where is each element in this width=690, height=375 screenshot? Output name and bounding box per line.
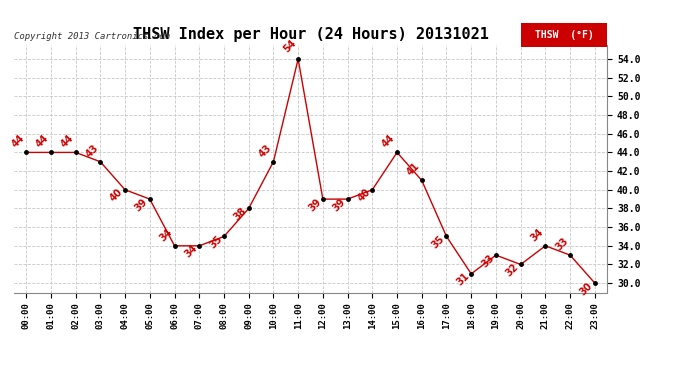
- Text: 43: 43: [257, 142, 273, 159]
- Text: 44: 44: [10, 133, 26, 150]
- Text: 39: 39: [133, 196, 150, 213]
- Text: 32: 32: [504, 262, 521, 278]
- Text: 40: 40: [355, 187, 373, 204]
- Text: 44: 44: [59, 133, 76, 150]
- Text: 34: 34: [529, 226, 545, 243]
- Text: 44: 44: [34, 133, 51, 150]
- Text: 30: 30: [578, 280, 595, 297]
- Text: Copyright 2013 Cartronics.com: Copyright 2013 Cartronics.com: [14, 32, 170, 41]
- Text: 38: 38: [232, 206, 248, 222]
- Text: 35: 35: [430, 234, 446, 250]
- Text: 43: 43: [83, 142, 100, 159]
- Text: 31: 31: [455, 271, 471, 288]
- Text: 34: 34: [158, 226, 175, 243]
- Text: 33: 33: [480, 252, 496, 269]
- Text: 44: 44: [380, 133, 397, 150]
- Text: 40: 40: [108, 187, 125, 204]
- Text: 41: 41: [405, 161, 422, 178]
- Text: 35: 35: [207, 234, 224, 250]
- Title: THSW Index per Hour (24 Hours) 20131021: THSW Index per Hour (24 Hours) 20131021: [132, 27, 489, 42]
- Text: 33: 33: [553, 236, 570, 252]
- Text: 34: 34: [183, 243, 199, 260]
- Text: 54: 54: [282, 38, 298, 55]
- Text: 39: 39: [306, 196, 323, 213]
- Text: 39: 39: [331, 196, 348, 213]
- Text: THSW  (°F): THSW (°F): [535, 30, 593, 40]
